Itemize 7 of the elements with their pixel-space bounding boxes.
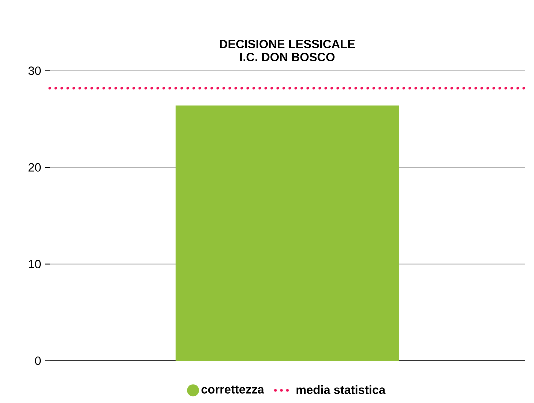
y-tick-label: 30 [28, 66, 42, 76]
y-tick-label: 20 [28, 163, 42, 172]
y-tick-label: 10 [29, 260, 42, 269]
legend-label: media statistica [296, 385, 386, 394]
y-tick-label: 0 [35, 356, 42, 366]
chart-title: DECISIONE LESSICALE I.C. DON BOSCO [220, 40, 356, 62]
legend-label: correttezza [202, 386, 264, 394]
